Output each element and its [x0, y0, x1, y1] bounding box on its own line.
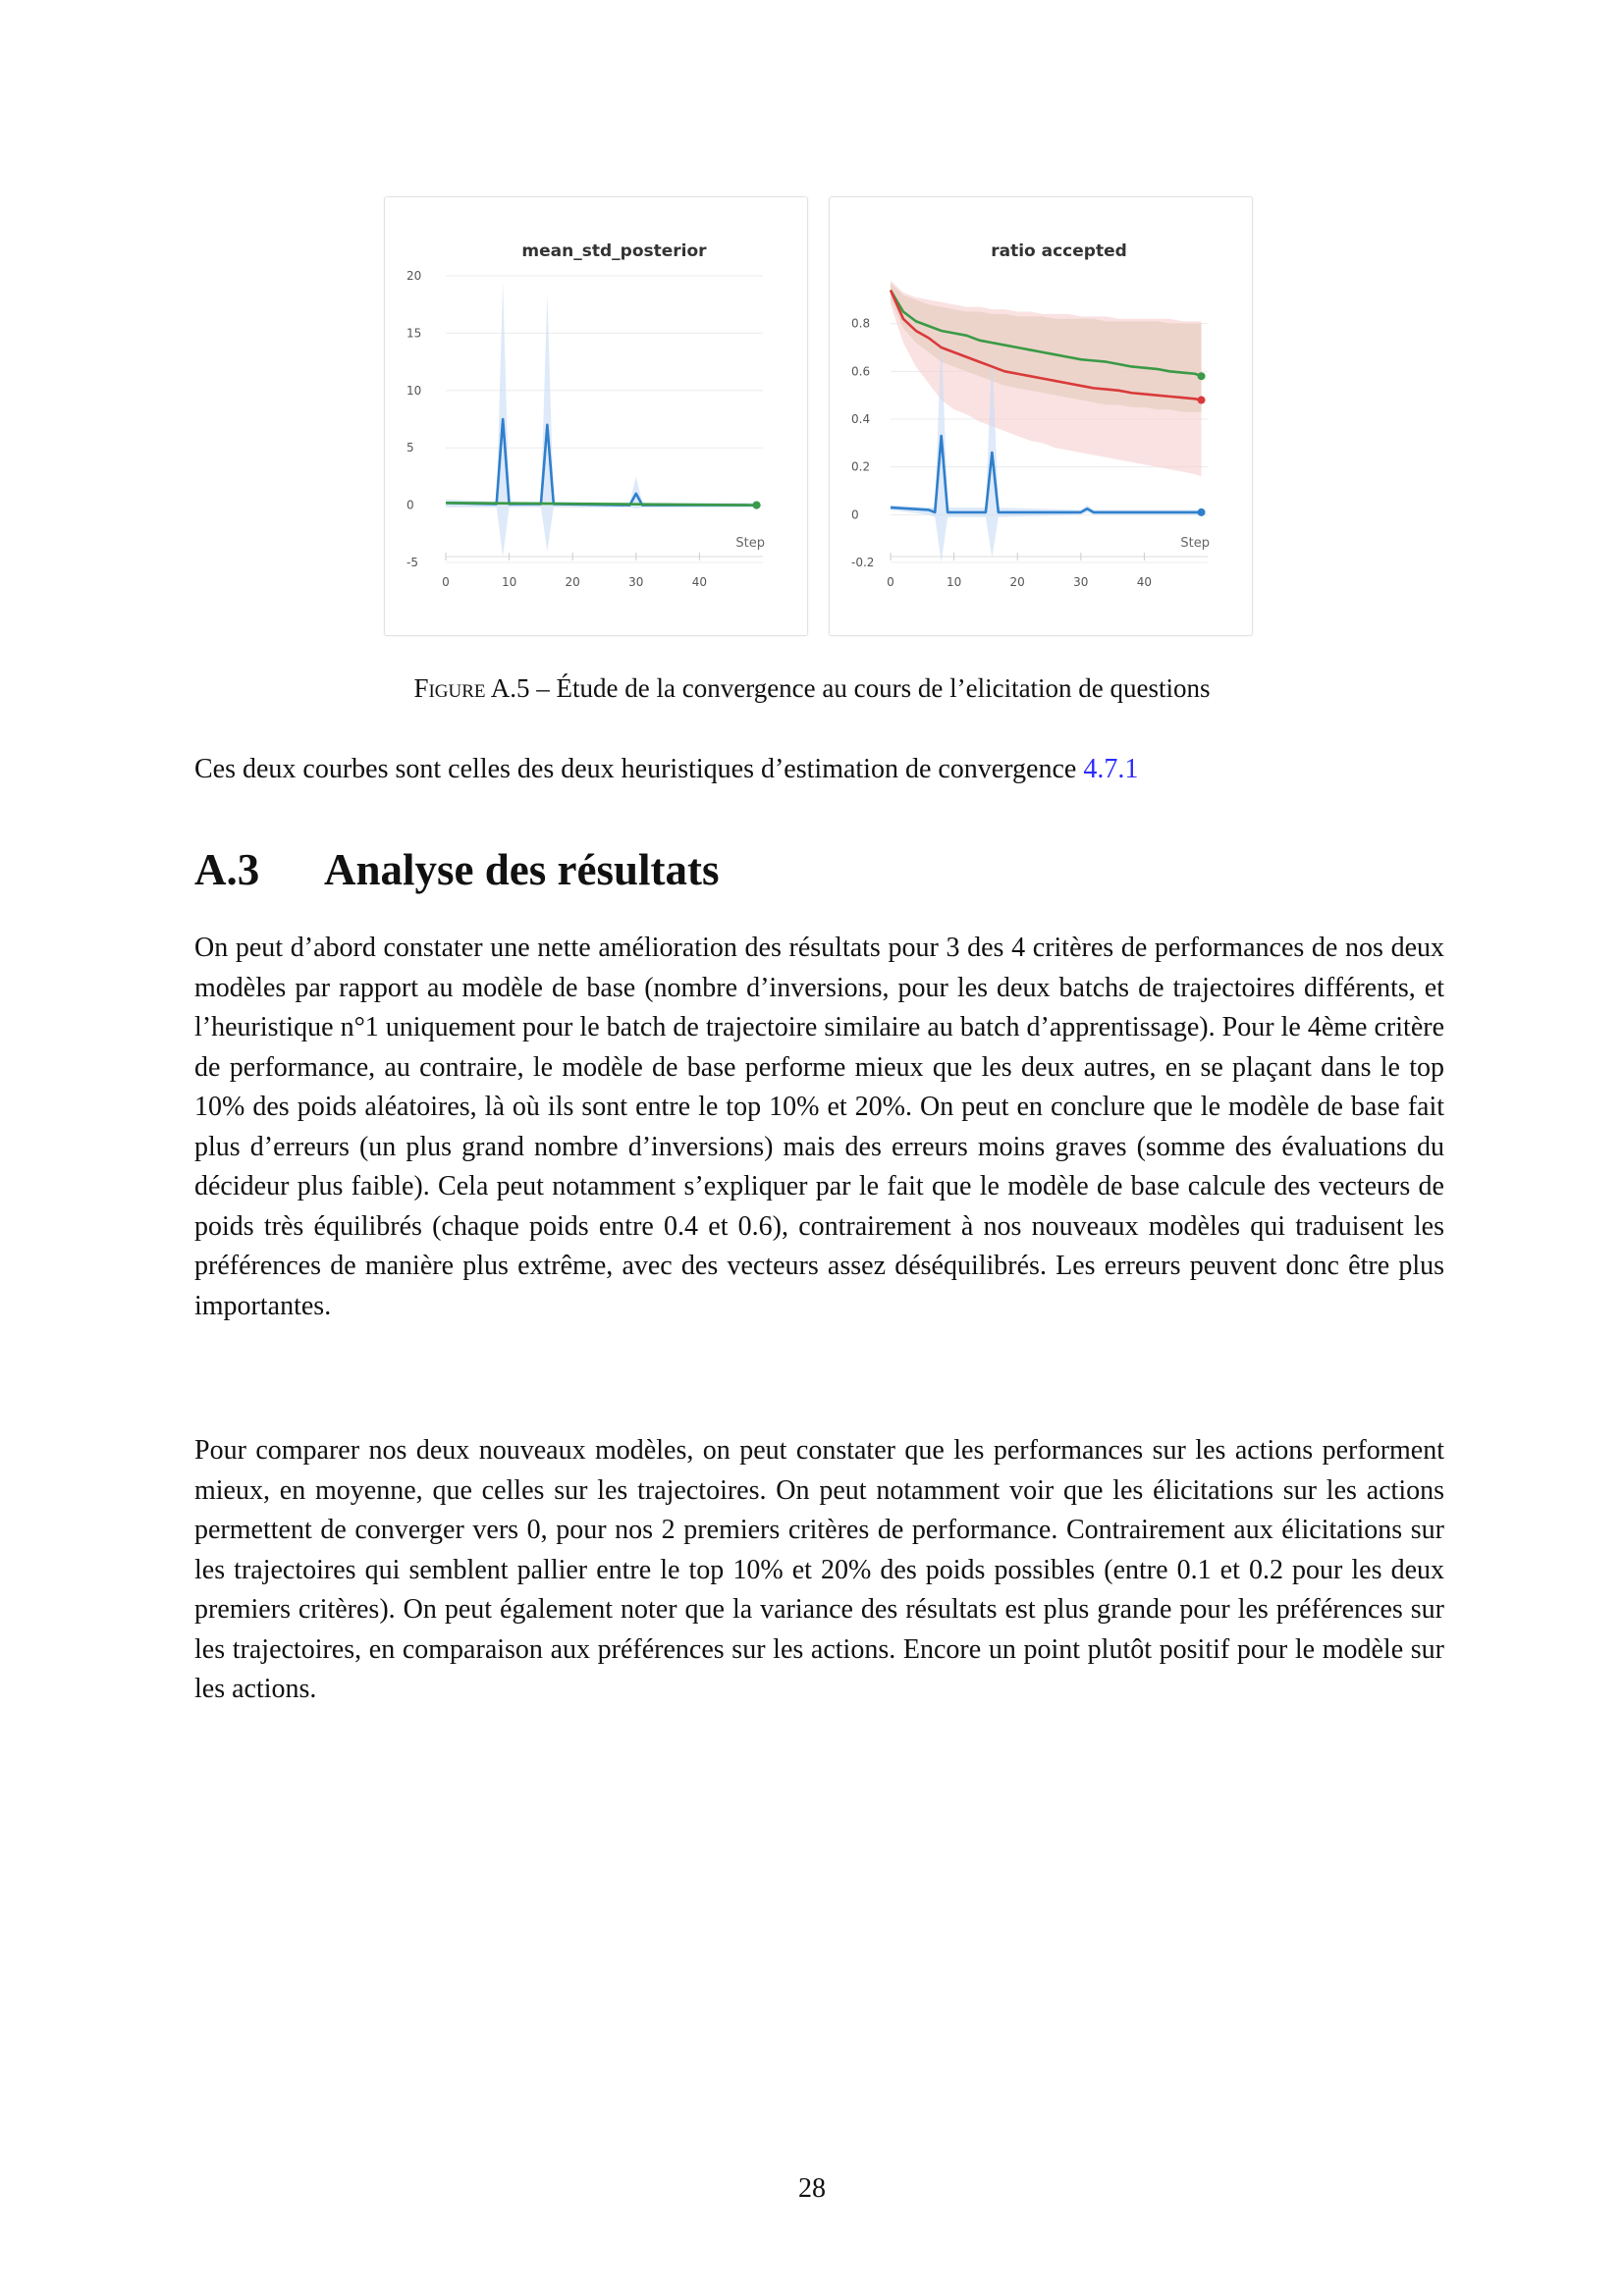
x-tick-label: 20	[1010, 575, 1025, 589]
x-tick-label: 20	[566, 575, 580, 589]
x-tick-label: 40	[692, 575, 707, 589]
series-line-2	[890, 434, 1202, 514]
chart-panel-mean-std-posterior: mean_std_posterior -5 0 5 10 15 20 0 10 20 30 40 Ste…	[384, 196, 808, 636]
figure-label: Figure A.5	[413, 673, 530, 703]
y-tick-label: 0.2	[851, 460, 870, 474]
x-tick-label: 0	[442, 575, 450, 589]
intro-paragraph: Ces deux courbes sont celles des deux he…	[194, 750, 1444, 790]
section-heading: A.3 Analyse des résultats	[194, 844, 720, 895]
paragraph-2: Pour comparer nos deux nouveaux modèles,…	[194, 1435, 1444, 1704]
y-tick-label: 0	[851, 507, 859, 521]
section-number: A.3	[194, 845, 260, 894]
figure-caption: Figure A.5 – Étude de la convergence au …	[0, 673, 1624, 704]
y-tick-label: 20	[406, 269, 421, 283]
series-band-0	[446, 281, 757, 558]
series-line-1	[889, 290, 1202, 401]
intro-text: Ces deux courbes sont celles des deux he…	[194, 754, 1084, 784]
series-line-1	[445, 501, 757, 507]
series-line-0	[889, 289, 1202, 378]
chart-mean-std-posterior: mean_std_posterior -5 0 5 10 15 20 0 10 20 30 40 Ste…	[406, 241, 765, 589]
y-tick-label: 0.4	[851, 412, 870, 426]
y-tick-label: 15	[406, 326, 421, 340]
x-tick-label: 10	[502, 575, 516, 589]
series-line-0	[445, 417, 757, 507]
page-number: 28	[798, 2173, 826, 2204]
x-axis-label: Step	[1180, 536, 1210, 551]
x-tick-label: 0	[887, 575, 894, 589]
series-endpoint-1	[1197, 396, 1206, 404]
x-tick-label: 30	[628, 575, 643, 589]
series-endpoint-2	[1197, 507, 1206, 516]
y-tick-label: 0.6	[851, 364, 870, 378]
y-tick-label: -5	[406, 556, 418, 569]
y-tick-label: 0	[406, 499, 414, 512]
y-tick-label: 5	[406, 441, 414, 454]
section-title: Analyse des résultats	[324, 845, 720, 894]
series-endpoint-1	[752, 501, 761, 509]
series-endpoint-0	[1197, 372, 1206, 381]
chart-title: mean_std_posterior	[521, 241, 707, 261]
chart-ratio-accepted: ratio accepted -0.2 0 0.2 0.4 0.6 0.8 0 10 20 30 40…	[851, 241, 1210, 589]
x-axis-label: Step	[735, 536, 765, 551]
section-reference-link[interactable]: 4.7.1	[1083, 754, 1139, 784]
x-tick-label: 30	[1073, 575, 1088, 589]
x-tick-label: 40	[1137, 575, 1152, 589]
y-tick-label: 10	[406, 384, 421, 398]
chart-title: ratio accepted	[991, 241, 1127, 261]
y-tick-label: 0.8	[851, 317, 870, 331]
x-tick-label: 10	[947, 575, 961, 589]
caption-separator: –	[529, 673, 557, 703]
caption-text: Étude de la convergence au cours de l’el…	[556, 673, 1211, 703]
paragraph-1: On peut d’abord constater une nette amél…	[194, 933, 1444, 1321]
y-tick-label: -0.2	[851, 556, 874, 569]
chart-panel-ratio-accepted: ratio accepted -0.2 0 0.2 0.4 0.6 0.8 0 10 20 30 40…	[829, 196, 1253, 636]
